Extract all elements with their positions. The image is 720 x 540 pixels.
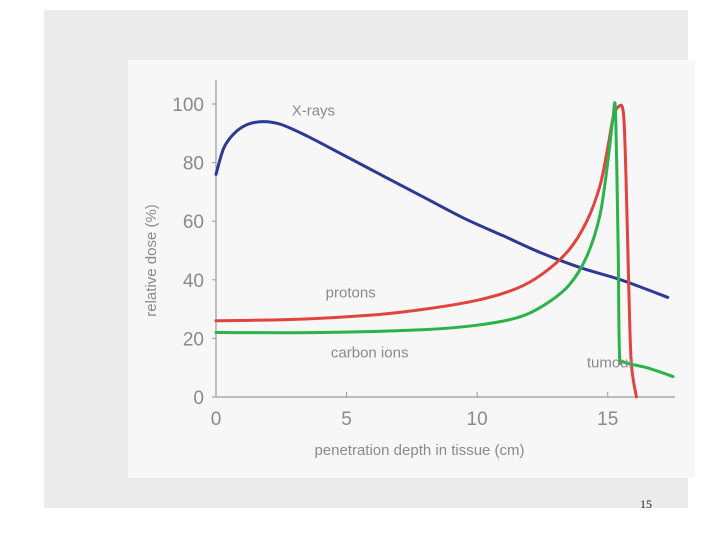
y-tick-label: 80 xyxy=(183,154,204,175)
carbon-ions-label: carbon ions xyxy=(331,344,409,361)
y-axis-label: relative dose (%) xyxy=(143,204,160,317)
page-number: 15 xyxy=(640,497,652,511)
protons-line xyxy=(214,103,638,399)
chart-panel: 0 20 40 60 80 100 0 5 10 15 penetration depth in t… xyxy=(128,60,695,478)
dose-depth-chart: 0 20 40 60 80 100 0 5 10 15 penetration depth in t… xyxy=(143,80,675,459)
x-tick-label: 15 xyxy=(597,409,618,430)
x-tick-label: 0 xyxy=(211,409,222,430)
y-tick-label: 20 xyxy=(183,329,204,350)
x-tick-label: 10 xyxy=(467,409,488,430)
x-rays-label: X-rays xyxy=(292,103,335,120)
y-tick-label: 40 xyxy=(183,271,204,292)
annotation-tumour: tumour xyxy=(587,355,634,372)
y-tick-label: 0 xyxy=(193,388,204,409)
carbon-ions-line xyxy=(214,101,675,378)
protons-label: protons xyxy=(326,284,376,301)
axes: 0 20 40 60 80 100 0 5 10 15 penetration depth in t… xyxy=(143,80,675,459)
series-lines xyxy=(214,101,675,399)
x-axis-label: penetration depth in tissue (cm) xyxy=(314,442,524,459)
chart-labels: X-rays protons carbon ions tumour xyxy=(292,103,634,372)
x-rays-line xyxy=(214,120,670,299)
y-tick-label: 100 xyxy=(172,95,204,116)
x-tick-label: 5 xyxy=(341,409,352,430)
y-tick-label: 60 xyxy=(183,212,204,233)
slide-image: 0 20 40 60 80 100 0 5 10 15 penetration depth in t… xyxy=(44,10,695,508)
